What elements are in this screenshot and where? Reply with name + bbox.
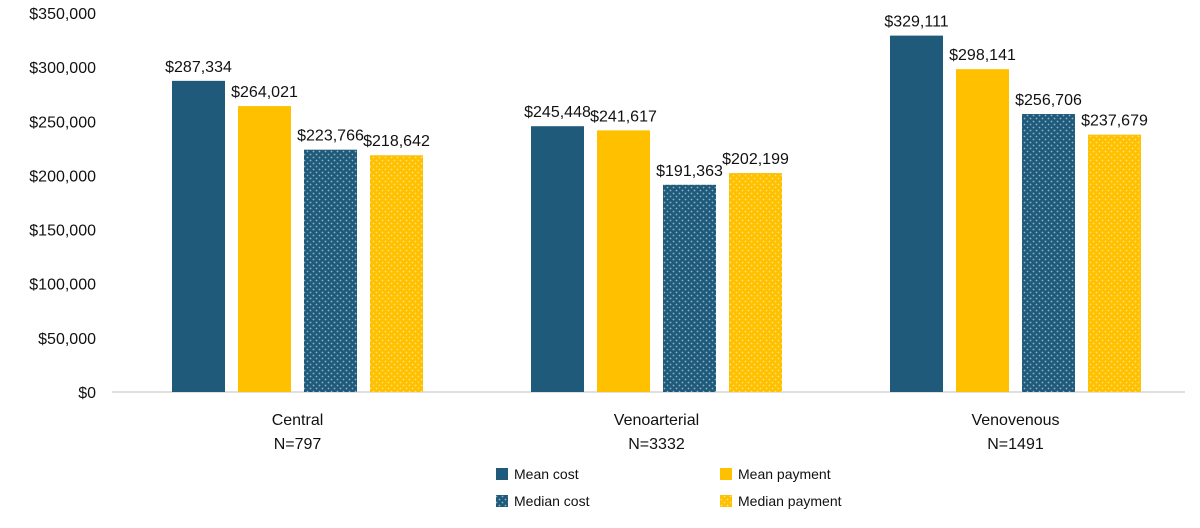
legend-swatch xyxy=(496,495,508,507)
bar-mean-payment-central xyxy=(238,106,291,393)
data-label: $245,448 xyxy=(524,104,591,121)
data-label: $329,111 xyxy=(884,14,948,31)
bar-mean-cost-central xyxy=(172,80,225,392)
legend-swatch xyxy=(720,495,732,507)
legend-swatch xyxy=(720,468,732,480)
data-label: $202,199 xyxy=(722,151,789,168)
legend-label: Median cost xyxy=(514,493,590,509)
data-label: $218,642 xyxy=(363,133,430,150)
legend-label: Mean cost xyxy=(514,466,579,482)
y-tick-label: $200,000 xyxy=(29,168,96,185)
x-category-n: N=1491 xyxy=(987,436,1044,453)
data-label: $223,766 xyxy=(297,128,364,145)
y-tick-label: $100,000 xyxy=(29,277,96,294)
bar-mean-payment-venovenous xyxy=(956,69,1009,393)
bar-median-cost-central xyxy=(304,149,357,392)
data-label: $256,706 xyxy=(1015,92,1082,109)
data-labels: $287,334 $264,021 $223,766 $218,642 $245,448… xyxy=(165,14,1148,180)
y-tick-label: $0 xyxy=(78,385,96,402)
x-category-n: N=797 xyxy=(274,436,322,453)
bars xyxy=(172,35,1141,393)
legend: Mean cost Mean payment Median cost Median p… xyxy=(496,466,842,509)
bar-median-payment-venoarterial xyxy=(729,173,782,392)
bar-median-payment-central xyxy=(370,155,423,392)
y-tick-label: $300,000 xyxy=(29,60,96,77)
bar-median-cost-venoarterial xyxy=(663,184,716,392)
bar-median-payment-venovenous xyxy=(1088,134,1141,392)
data-label: $287,334 xyxy=(165,59,232,76)
x-category-label: Central xyxy=(272,412,324,429)
data-label: $241,617 xyxy=(590,108,657,125)
bar-mean-payment-venoarterial xyxy=(597,130,650,392)
bar-mean-cost-venoarterial xyxy=(531,126,584,393)
data-label: $237,679 xyxy=(1081,113,1148,130)
x-category-label: Venoarterial xyxy=(614,412,699,429)
data-label: $298,141 xyxy=(949,47,1016,64)
y-tick-label: $350,000 xyxy=(29,6,96,23)
y-tick-label: $150,000 xyxy=(29,223,96,240)
x-category-n: N=3332 xyxy=(628,436,685,453)
legend-swatch xyxy=(496,468,508,480)
x-category-label: Venovenous xyxy=(971,412,1059,429)
data-label: $191,363 xyxy=(656,163,723,180)
bar-mean-cost-venovenous xyxy=(890,35,943,392)
y-tick-label: $250,000 xyxy=(29,114,96,131)
y-tick-label: $50,000 xyxy=(38,331,96,348)
data-label: $264,021 xyxy=(231,84,298,101)
legend-label: Median payment xyxy=(738,493,842,509)
legend-label: Mean payment xyxy=(738,466,831,482)
bar-median-cost-venovenous xyxy=(1022,114,1075,392)
